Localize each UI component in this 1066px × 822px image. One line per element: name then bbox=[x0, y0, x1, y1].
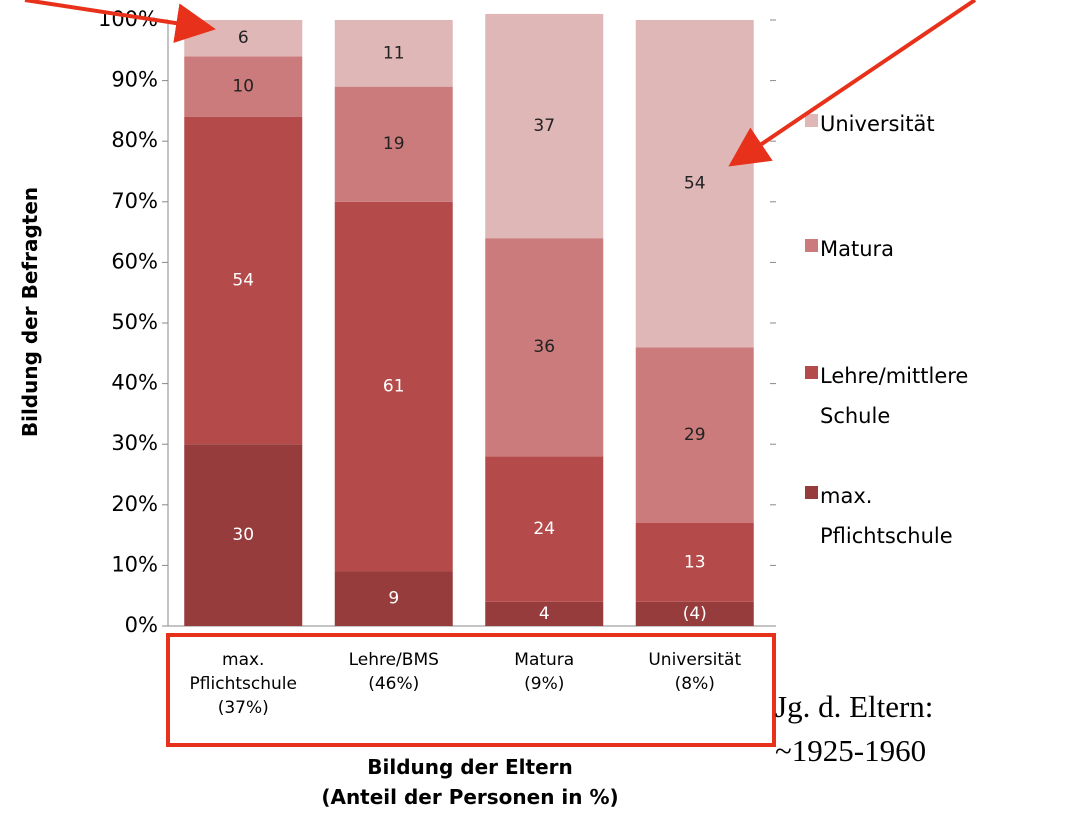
x-axis-label: Bildung der Eltern (Anteil der Personen … bbox=[321, 755, 619, 809]
y-tick-label: 90% bbox=[111, 68, 158, 92]
data-label: 61 bbox=[383, 377, 405, 397]
data-label: 54 bbox=[684, 174, 706, 194]
legend-swatch bbox=[805, 366, 818, 379]
y-tick-label: 70% bbox=[111, 189, 158, 213]
legend-label: Matura bbox=[820, 237, 895, 261]
y-axis-label: Bildung der Befragten bbox=[18, 186, 42, 438]
y-tick-label: 50% bbox=[111, 310, 158, 334]
data-label: 37 bbox=[533, 116, 555, 136]
bar-segment bbox=[184, 444, 303, 626]
bar-segment bbox=[485, 456, 604, 602]
legend-label: Lehre/mittlere Schule bbox=[820, 364, 969, 428]
x-tick-label: max. Pflichtschule (37%) bbox=[189, 650, 297, 718]
legend-swatch bbox=[805, 114, 818, 127]
data-label: 36 bbox=[533, 337, 555, 357]
x-tick-label: Matura (9%) bbox=[514, 650, 575, 694]
bar-segment bbox=[184, 116, 303, 445]
y-tick-label: 30% bbox=[111, 431, 158, 455]
data-label: 54 bbox=[232, 271, 254, 291]
data-label: 24 bbox=[533, 519, 555, 539]
bar-segment bbox=[334, 571, 453, 626]
x-tick-label: Universität (8%) bbox=[648, 650, 742, 694]
bar-segment bbox=[635, 347, 754, 523]
data-label: 10 bbox=[232, 77, 254, 97]
bar-segment bbox=[635, 522, 754, 602]
bar-segment bbox=[334, 201, 453, 572]
bar-segment bbox=[485, 238, 604, 457]
bar-segment bbox=[485, 13, 604, 239]
arrow bbox=[24, 0, 216, 43]
y-tick-label: 20% bbox=[111, 492, 158, 516]
legend-label: Universität bbox=[820, 112, 935, 136]
arrow bbox=[728, 0, 977, 167]
data-label: 19 bbox=[383, 134, 405, 154]
annotation: Jg. d. Eltern: ~1925-1960 bbox=[775, 689, 934, 768]
bar-segment bbox=[635, 20, 754, 348]
data-label: 30 bbox=[232, 525, 254, 545]
y-tick-label: 40% bbox=[111, 371, 158, 395]
y-tick-label: 0% bbox=[125, 613, 158, 637]
y-tick-label: 80% bbox=[111, 128, 158, 152]
bar-segment bbox=[184, 56, 303, 117]
data-label: 9 bbox=[388, 589, 399, 609]
x-tick-label: Lehre/BMS (46%) bbox=[348, 650, 439, 694]
bar-segment bbox=[635, 601, 754, 626]
y-tick-label: 60% bbox=[111, 249, 158, 273]
legend-label: max. Pflichtschule bbox=[820, 484, 953, 548]
data-label: 4 bbox=[539, 604, 550, 624]
bar-segment bbox=[334, 20, 453, 87]
highlight-box bbox=[166, 633, 776, 747]
bar-segment bbox=[485, 601, 604, 626]
bar-segment bbox=[334, 86, 453, 202]
data-label: 13 bbox=[684, 552, 706, 572]
data-label: 29 bbox=[684, 425, 706, 445]
y-tick-label: 10% bbox=[111, 552, 158, 576]
data-label: 11 bbox=[383, 43, 405, 63]
data-label: 6 bbox=[238, 28, 249, 48]
data-label: (4) bbox=[683, 604, 707, 624]
legend-swatch bbox=[805, 239, 818, 252]
legend-swatch bbox=[805, 486, 818, 499]
